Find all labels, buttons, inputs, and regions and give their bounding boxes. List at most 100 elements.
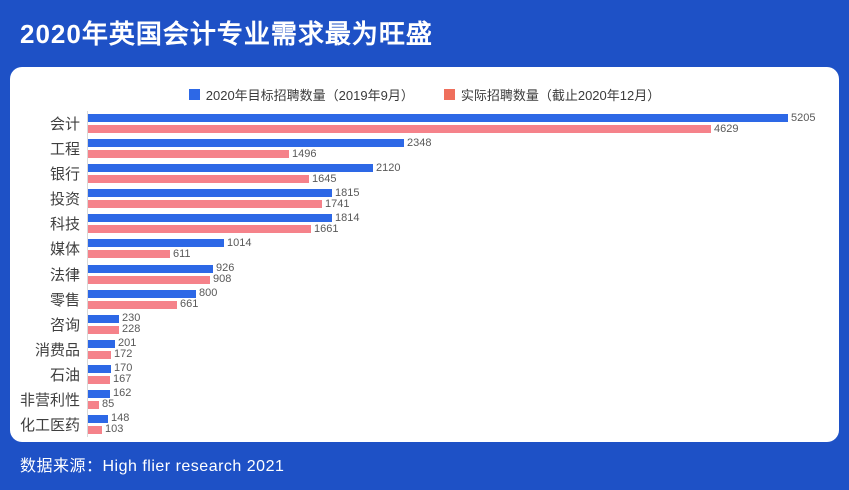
target-bar bbox=[88, 314, 119, 323]
value-label: 148 bbox=[111, 412, 130, 425]
category-label: 法律 bbox=[49, 266, 80, 284]
category-label: 消费品 bbox=[34, 341, 80, 359]
actual-bar bbox=[88, 175, 309, 184]
bar-group: 201 172 bbox=[87, 336, 829, 362]
actual-bar bbox=[88, 125, 711, 134]
value-label: 2348 bbox=[407, 136, 432, 149]
chart-row: 媒体 1014 611 bbox=[10, 236, 829, 262]
target-bar-line: 170 bbox=[88, 362, 829, 375]
category-label: 零售 bbox=[49, 291, 80, 309]
legend-item-target: 2020年目标招聘数量（2019年9月） bbox=[188, 85, 414, 104]
target-bar-line: 230 bbox=[88, 312, 829, 325]
chart-row: 科技 1814 1661 bbox=[10, 211, 829, 237]
actual-bar bbox=[88, 150, 289, 159]
actual-bar bbox=[88, 400, 99, 409]
chart-row: 咨询 230 228 bbox=[10, 311, 829, 337]
category-label: 非营利性 bbox=[19, 391, 80, 409]
page-title: 2020年英国会计专业需求最为旺盛 bbox=[20, 19, 433, 49]
category-label: 咨询 bbox=[49, 316, 80, 334]
actual-bar bbox=[88, 325, 119, 334]
category-label: 银行 bbox=[49, 166, 80, 184]
value-label: 926 bbox=[216, 262, 235, 274]
value-label: 800 bbox=[199, 287, 218, 300]
value-label: 228 bbox=[122, 323, 141, 336]
value-label: 1645 bbox=[312, 172, 337, 185]
value-label: 1815 bbox=[335, 186, 360, 199]
value-label: 908 bbox=[213, 273, 232, 285]
actual-bar bbox=[88, 375, 110, 384]
actual-bar-line: 611 bbox=[88, 248, 829, 259]
target-bar bbox=[88, 139, 404, 148]
value-label: 2120 bbox=[376, 161, 401, 174]
actual-bar-line: 908 bbox=[88, 273, 829, 285]
value-label: 85 bbox=[102, 398, 115, 411]
target-bar bbox=[88, 364, 111, 373]
data-source-note: 数据来源：High flier research 2021 bbox=[20, 458, 285, 475]
target-bar-line: 2120 bbox=[88, 161, 829, 174]
chart-row: 化工医药 148 103 bbox=[10, 411, 829, 438]
actual-bar-line: 661 bbox=[88, 298, 829, 311]
target-bar bbox=[88, 264, 213, 273]
actual-bar bbox=[88, 350, 111, 359]
value-label: 661 bbox=[180, 298, 199, 311]
target-bar-line: 1814 bbox=[88, 211, 829, 224]
category-label: 化工医药 bbox=[19, 416, 80, 434]
chart-row: 法律 926 908 bbox=[10, 261, 829, 287]
category-label: 投资 bbox=[49, 191, 80, 209]
actual-bar bbox=[88, 425, 102, 434]
actual-bar bbox=[88, 225, 311, 234]
category-label: 石油 bbox=[49, 366, 80, 384]
value-label: 162 bbox=[113, 387, 132, 400]
legend-label-target: 2020年目标招聘数量（2019年9月） bbox=[205, 88, 414, 103]
chart-legend: 2020年目标招聘数量（2019年9月） 实际招聘数量（截止2020年12月） bbox=[10, 85, 839, 104]
bar-group: 1014 611 bbox=[87, 236, 829, 262]
target-bar bbox=[88, 214, 332, 223]
value-label: 4629 bbox=[714, 122, 739, 135]
legend-item-actual: 实际招聘数量（截止2020年12月） bbox=[443, 85, 660, 104]
chart-row: 非营利性 162 85 bbox=[10, 386, 829, 412]
actual-bar bbox=[88, 200, 322, 209]
target-bar bbox=[88, 414, 108, 423]
actual-bar-line: 1496 bbox=[88, 148, 829, 159]
target-bar-line: 1014 bbox=[88, 236, 829, 249]
value-label: 1014 bbox=[227, 236, 252, 249]
target-bar-line: 148 bbox=[88, 412, 829, 425]
actual-bar bbox=[88, 250, 170, 259]
actual-bar-line: 1741 bbox=[88, 197, 829, 210]
value-label: 172 bbox=[114, 348, 133, 361]
value-label: 1814 bbox=[335, 211, 360, 224]
value-label: 103 bbox=[105, 423, 124, 436]
target-bar bbox=[88, 339, 115, 348]
bar-group: 800 661 bbox=[87, 286, 829, 312]
category-label: 媒体 bbox=[49, 241, 80, 259]
value-label: 167 bbox=[113, 373, 132, 386]
actual-bar bbox=[88, 300, 177, 309]
actual-bar-line: 1645 bbox=[88, 172, 829, 185]
target-bar bbox=[88, 164, 373, 173]
target-bar-line: 1815 bbox=[88, 186, 829, 199]
target-bar-line: 201 bbox=[88, 337, 829, 350]
target-bar bbox=[88, 289, 196, 298]
chart-row: 消费品 201 172 bbox=[10, 336, 829, 362]
legend-swatch-target bbox=[188, 89, 200, 100]
category-label: 工程 bbox=[49, 141, 80, 159]
header-bar: 2020年英国会计专业需求最为旺盛 bbox=[0, 0, 849, 67]
bar-group: 1814 1661 bbox=[87, 211, 829, 237]
target-bar bbox=[88, 114, 788, 123]
bar-group: 230 228 bbox=[87, 311, 829, 337]
value-label: 170 bbox=[114, 362, 133, 375]
value-label: 1741 bbox=[325, 197, 350, 210]
value-label: 230 bbox=[122, 312, 141, 325]
chart-row: 工程 2348 1496 bbox=[10, 136, 829, 162]
value-label: 201 bbox=[118, 337, 137, 350]
chart-row: 石油 170 167 bbox=[10, 361, 829, 387]
target-bar bbox=[88, 239, 224, 248]
actual-bar bbox=[88, 275, 210, 284]
chart-panel: 2020年目标招聘数量（2019年9月） 实际招聘数量（截止2020年12月） … bbox=[10, 67, 839, 442]
category-label: 会计 bbox=[49, 116, 80, 134]
target-bar-line: 2348 bbox=[88, 136, 829, 149]
bar-chart: 会计 5205 4629 工程 2348 1496 银行 2120 1645 投资 1815 1741… bbox=[10, 111, 829, 438]
value-label: 5205 bbox=[791, 111, 816, 124]
actual-bar-line: 228 bbox=[88, 323, 829, 336]
